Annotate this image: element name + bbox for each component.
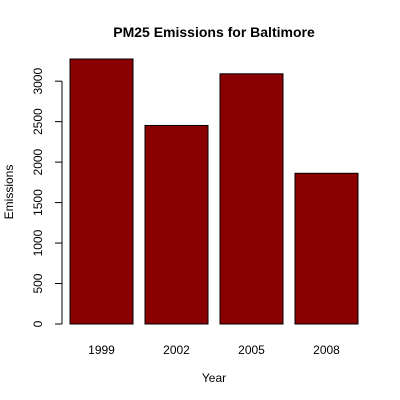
bar-1999 bbox=[69, 58, 134, 325]
x-axis-label: Year bbox=[202, 371, 226, 385]
y-tick-label: 500 bbox=[31, 273, 45, 293]
bar-2005 bbox=[219, 73, 284, 325]
bar-2008 bbox=[294, 172, 359, 325]
y-tick-label: 1000 bbox=[31, 229, 45, 256]
y-axis: 0 500 1000 1500 2000 2500 3000 bbox=[31, 68, 63, 327]
y-tick-label: 1500 bbox=[31, 189, 45, 216]
y-tick-label: 2000 bbox=[31, 148, 45, 175]
x-tick-label: 2005 bbox=[238, 343, 265, 357]
y-axis-label: Emissions bbox=[2, 165, 16, 220]
y-tick-label: 0 bbox=[31, 320, 45, 327]
x-tick-labels: 1999 2002 2005 2008 bbox=[88, 343, 340, 357]
bar-2002 bbox=[144, 124, 209, 325]
x-tick-label: 2002 bbox=[163, 343, 190, 357]
bars bbox=[69, 58, 359, 325]
y-tick-label: 2500 bbox=[31, 108, 45, 135]
chart-title: PM25 Emissions for Baltimore bbox=[113, 24, 315, 40]
x-tick-label: 2008 bbox=[313, 343, 340, 357]
y-tick-label: 3000 bbox=[31, 68, 45, 95]
x-tick-label: 1999 bbox=[88, 343, 115, 357]
